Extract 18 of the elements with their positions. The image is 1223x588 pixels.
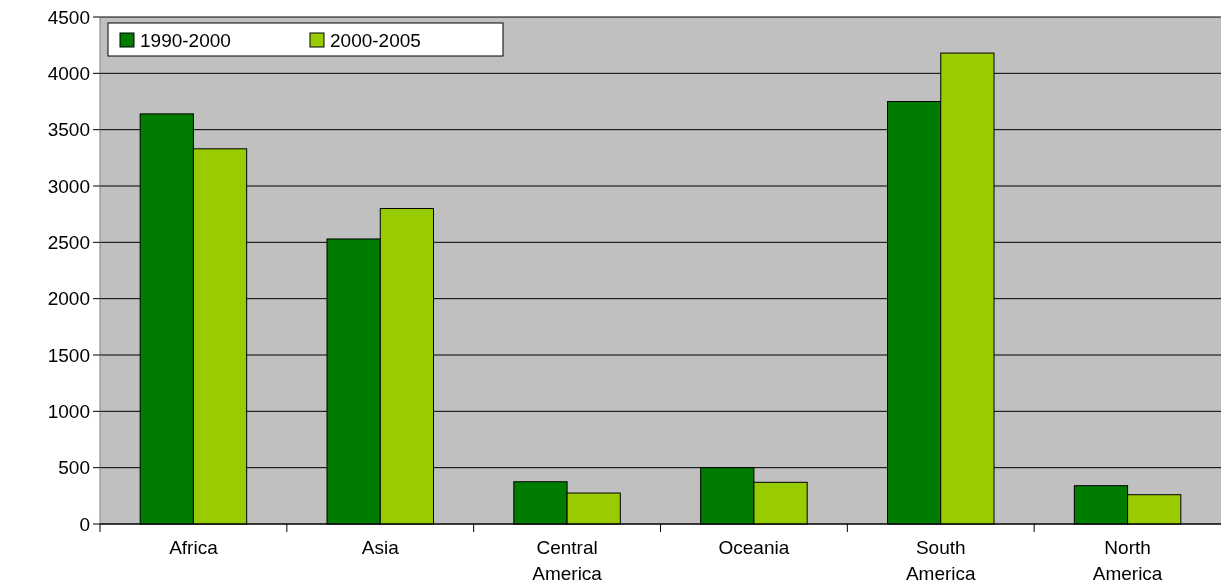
y-tick-label: 1500	[47, 344, 90, 366]
y-tick-label: 500	[58, 457, 90, 479]
y-tick-label: 2000	[47, 288, 90, 310]
x-tick-label: Central America	[532, 537, 603, 584]
y-tick-label: 0	[79, 513, 90, 535]
y-tick-label: 4000	[47, 62, 90, 84]
y-tick-label: 3500	[47, 119, 90, 141]
y-tick-label: 1000	[47, 400, 90, 422]
x-tick-label: Asia	[361, 537, 400, 558]
x-tick-label: South America	[905, 537, 977, 584]
x-tick-label: North America	[1092, 537, 1163, 584]
y-tick-label: 4500	[47, 6, 90, 28]
y-tick-label: 3000	[47, 175, 90, 197]
y-tick-label: 2500	[47, 231, 90, 253]
x-tick-label: Oceania	[718, 537, 790, 558]
legend-label: 2000-2005	[330, 29, 421, 51]
x-tick-label: Africa	[169, 537, 219, 558]
legend-label: 1990-2000	[140, 29, 231, 51]
